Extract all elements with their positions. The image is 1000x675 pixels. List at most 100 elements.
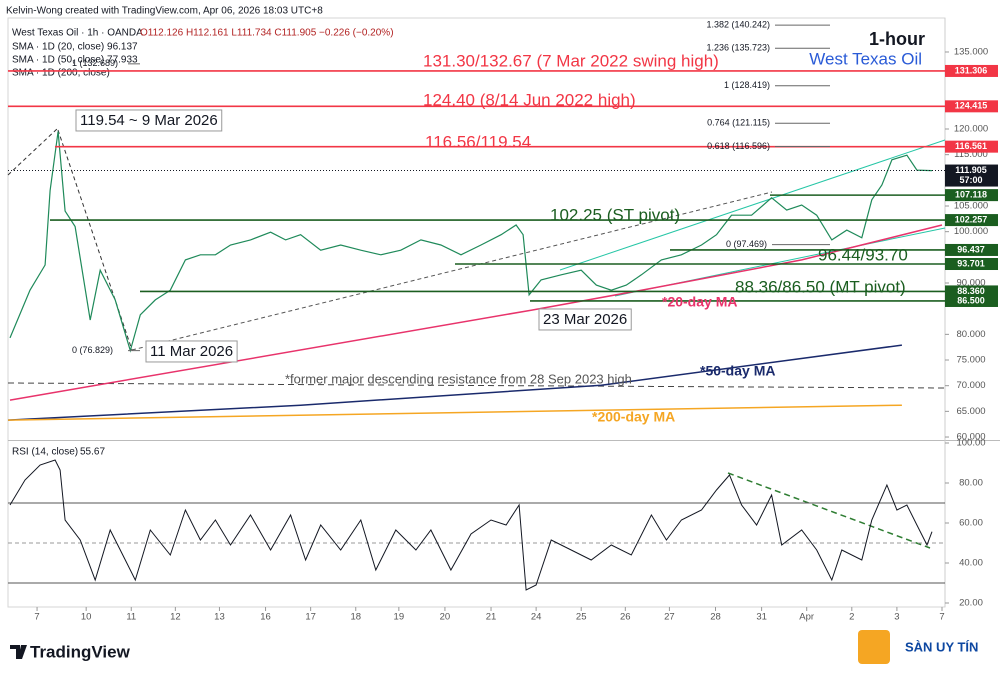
x-tick-label: 7: [939, 612, 944, 623]
ma-label: *200-day MA: [592, 409, 675, 425]
brand-logo: [10, 645, 27, 659]
y-tick-label: 80.00: [959, 478, 983, 489]
brand: TradingView: [30, 642, 131, 661]
annotation: 131.30/132.67 (7 Mar 2022 swing high): [423, 51, 719, 70]
moving-average: [7, 404, 902, 421]
y-tick-label: 20.00: [959, 598, 983, 609]
former-resistance-line: [7, 382, 946, 389]
y-tick-label: 60.000: [956, 432, 985, 443]
x-tick-label: 27: [664, 612, 675, 623]
partner: SÀN UY TÍN: [905, 639, 978, 654]
x-tick-label: 31: [756, 612, 767, 623]
level-badge-label: 124.415: [955, 101, 988, 111]
y-tick-label: 75.000: [956, 355, 985, 366]
callout-box: [538, 308, 632, 331]
dashed-trendline: [57, 129, 133, 351]
rsi-trendline: [727, 472, 931, 549]
level-badge-label: 86.500: [957, 295, 985, 305]
y-tick-label: 60.00: [959, 518, 983, 529]
callout-box: [75, 109, 223, 132]
fib-label: 0 (76.829): [72, 345, 113, 355]
level-badge-label: 107.118: [955, 190, 987, 200]
fib-label: 0 (97.469): [726, 239, 767, 249]
y-tick-label: 80.000: [956, 329, 985, 340]
x-tick-label: 20: [440, 612, 451, 623]
ma-label: *50-day MA: [700, 363, 775, 379]
x-tick-label: 7: [34, 612, 39, 623]
fib-label: 1.382 (140.242): [706, 19, 770, 29]
x-tick-label: 12: [170, 612, 181, 623]
fib-label: 0.764 (121.115): [707, 118, 770, 128]
channel-upper: [559, 139, 946, 271]
level-badge-label: 116.561: [955, 141, 987, 151]
x-tick-label: 18: [350, 612, 361, 623]
chart-subtitle: West Texas Oil: [809, 49, 922, 68]
level-badge: [945, 189, 998, 202]
x-tick-label: 28: [710, 612, 721, 623]
level-badge: [945, 258, 998, 271]
moving-average: [9, 224, 943, 401]
rsi-title: RSI (14, close): [12, 447, 78, 458]
x-tick-label: 2: [849, 612, 854, 623]
fib-label: 0.618 (116.596): [707, 141, 770, 151]
annotation: *former major descending resistance from…: [285, 371, 632, 386]
date-callout: 11 Mar 2026: [150, 343, 233, 360]
ma-label: *20-day MA: [662, 294, 737, 310]
level-badge: [945, 214, 998, 227]
rsi-last-value: 55.67: [80, 447, 105, 458]
symbol: West Texas Oil · 1h · OANDA: [12, 28, 143, 39]
x-tick-label: 19: [394, 612, 405, 623]
dashed-trendline: [7, 127, 59, 176]
level-badge: [945, 294, 998, 307]
y-tick-label: 115.000: [954, 149, 988, 160]
x-tick-label: 24: [531, 612, 542, 623]
sma200-legend: SMA · 1D (200, close): [12, 68, 110, 79]
x-tick-label: Apr: [799, 612, 814, 623]
rsi-line: [9, 459, 933, 591]
last-price-badge: [945, 164, 998, 187]
y-tick-label: 70.000: [956, 380, 985, 391]
byline: Kelvin-Wong created with TradingView.com…: [6, 6, 323, 17]
y-tick-label: 40.00: [959, 558, 983, 569]
level-badge: [945, 285, 998, 298]
level-badge-label: 93.701: [957, 258, 985, 268]
fib-label: 1 (132.689): [72, 58, 118, 68]
x-tick-label: 13: [214, 612, 225, 623]
y-tick-label: 100.00: [956, 438, 985, 449]
x-tick-label: 17: [305, 612, 316, 623]
y-tick-label: 100.000: [954, 226, 988, 237]
level-badge: [945, 100, 998, 113]
fib-label: 1.236 (135.723): [706, 43, 770, 53]
chart-title: 1-hour: [869, 29, 925, 49]
x-tick-label: 3: [894, 612, 899, 623]
sma20-legend: SMA · 1D (20, close) 96.137: [12, 42, 138, 53]
y-tick-label: 135.000: [954, 47, 988, 58]
level-badge: [945, 140, 998, 153]
partner-logo: [858, 630, 890, 664]
annotation: 96.44/93.70: [818, 245, 908, 264]
level-badge: [945, 64, 998, 77]
fib-label: 1 (128.419): [724, 80, 770, 90]
annotation: 116.56/119.54: [425, 132, 531, 151]
ohlc: O112.126 H112.161 L111.734 C111.905 −0.2…: [140, 28, 394, 39]
level-badge-label: 96.437: [957, 244, 985, 254]
x-tick-label: 21: [486, 612, 497, 623]
y-tick-label: 90.000: [956, 278, 985, 289]
callout-box: [145, 340, 238, 363]
y-tick-label: 65.000: [956, 406, 985, 417]
x-tick-label: 16: [260, 612, 271, 623]
dashed-trendline: [131, 191, 773, 351]
date-callout: 23 Mar 2026: [543, 311, 627, 328]
level-badge-label: 102.257: [955, 214, 988, 224]
level-badge: [945, 243, 998, 256]
level-badge-label: 88.360: [957, 286, 985, 296]
level-badge-label: 131.306: [955, 65, 988, 75]
sma50-legend: SMA · 1D (50, close) 77.933: [12, 55, 138, 66]
annotation: 88.36/86.50 (MT pivot): [735, 277, 906, 296]
annotation: 102.25 (ST pivot): [550, 205, 680, 224]
annotation: 124.40 (8/14 Jun 2022 high): [423, 90, 636, 109]
x-tick-label: 10: [81, 612, 92, 623]
x-tick-label: 11: [126, 612, 136, 623]
y-tick-label: 120.000: [954, 124, 988, 135]
